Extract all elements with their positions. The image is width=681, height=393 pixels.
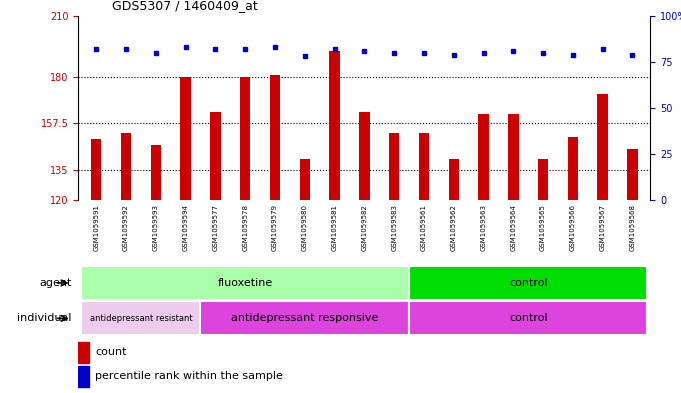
Text: GSM1059562: GSM1059562: [451, 204, 457, 251]
Bar: [121, 133, 131, 200]
Bar: [478, 114, 489, 200]
Text: GSM1059583: GSM1059583: [391, 204, 397, 251]
Bar: [180, 77, 191, 200]
Bar: [81, 266, 409, 300]
Bar: [210, 112, 221, 200]
Text: GSM1059580: GSM1059580: [302, 204, 308, 251]
Bar: [78, 366, 89, 387]
Bar: [151, 145, 161, 200]
Bar: [359, 112, 370, 200]
Text: GSM1059591: GSM1059591: [93, 204, 99, 251]
Text: antidepressant responsive: antidepressant responsive: [231, 313, 379, 323]
Text: fluoxetine: fluoxetine: [217, 278, 273, 288]
Text: percentile rank within the sample: percentile rank within the sample: [95, 371, 283, 381]
Bar: [81, 301, 200, 335]
Bar: [330, 51, 340, 200]
Text: GSM1059568: GSM1059568: [629, 204, 635, 251]
Text: GSM1059565: GSM1059565: [540, 204, 546, 251]
Text: control: control: [509, 313, 548, 323]
Bar: [568, 137, 578, 200]
Text: GSM1059563: GSM1059563: [481, 204, 486, 251]
Text: GSM1059566: GSM1059566: [570, 204, 576, 251]
Bar: [538, 160, 548, 200]
Bar: [240, 77, 251, 200]
Text: agent: agent: [39, 278, 72, 288]
Text: GSM1059577: GSM1059577: [212, 204, 219, 251]
Text: antidepressant resistant: antidepressant resistant: [90, 314, 192, 323]
Bar: [409, 301, 648, 335]
Bar: [449, 160, 459, 200]
Text: control: control: [509, 278, 548, 288]
Bar: [200, 301, 409, 335]
Bar: [627, 149, 637, 200]
Text: GSM1059594: GSM1059594: [183, 204, 189, 251]
Text: count: count: [95, 347, 127, 357]
Bar: [419, 133, 429, 200]
Text: GSM1059581: GSM1059581: [332, 204, 338, 251]
Bar: [270, 75, 280, 200]
Bar: [508, 114, 518, 200]
Bar: [409, 266, 648, 300]
Text: GDS5307 / 1460409_at: GDS5307 / 1460409_at: [112, 0, 258, 12]
Text: GSM1059593: GSM1059593: [153, 204, 159, 251]
Bar: [300, 160, 310, 200]
Text: GSM1059579: GSM1059579: [272, 204, 278, 251]
Bar: [597, 94, 608, 200]
Bar: [78, 342, 89, 362]
Text: GSM1059592: GSM1059592: [123, 204, 129, 251]
Text: GSM1059582: GSM1059582: [362, 204, 367, 251]
Text: GSM1059564: GSM1059564: [510, 204, 516, 251]
Bar: [91, 139, 101, 200]
Text: GSM1059578: GSM1059578: [242, 204, 248, 251]
Text: GSM1059561: GSM1059561: [421, 204, 427, 251]
Bar: [389, 133, 399, 200]
Text: individual: individual: [17, 313, 72, 323]
Text: GSM1059567: GSM1059567: [600, 204, 605, 251]
